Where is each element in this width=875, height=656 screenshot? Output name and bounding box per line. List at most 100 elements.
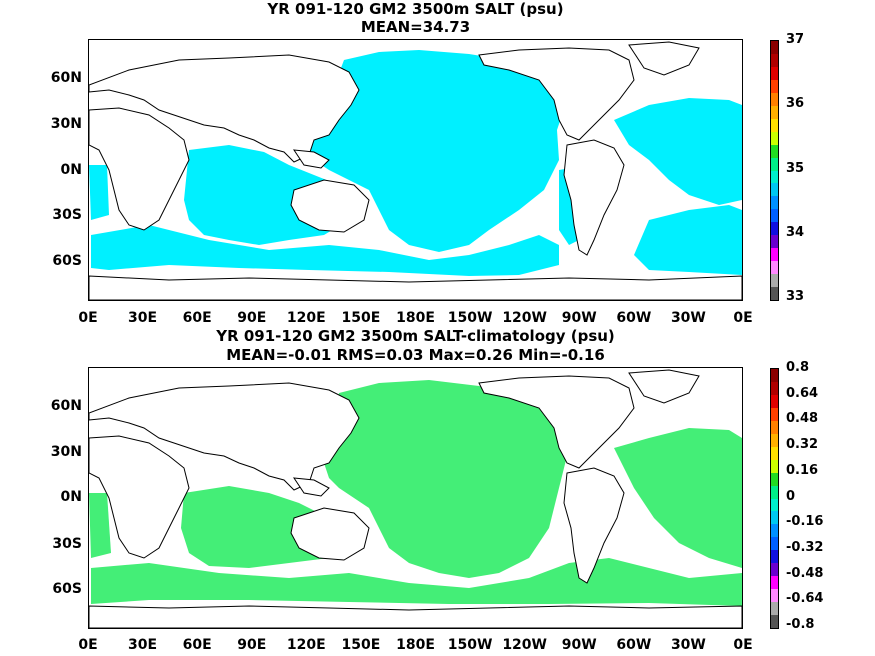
colorbar-segment xyxy=(771,420,778,435)
panel1-subtitle: MEAN=34.73 xyxy=(360,18,471,36)
colorbar-label: -0.8 xyxy=(786,617,815,632)
colorbar-label: 0.16 xyxy=(786,462,819,478)
colorbar-segment xyxy=(771,602,778,616)
panel2-continents xyxy=(89,369,742,628)
south-america-outline xyxy=(563,467,625,584)
colorbar-segment xyxy=(771,53,778,68)
southern-ocean-field xyxy=(91,225,559,276)
colorbar-segment xyxy=(771,170,778,184)
lon-label: 150E xyxy=(341,637,381,653)
panel1-lat-label: 0N xyxy=(60,162,82,178)
colorbar-segment xyxy=(771,615,778,629)
africa-outline xyxy=(89,435,190,559)
colorbar-label: -0.16 xyxy=(786,514,824,530)
lon-label: 90W xyxy=(561,310,597,326)
lon-label: 120W xyxy=(502,310,547,326)
colorbar-label: 0.8 xyxy=(786,360,810,375)
panel2-title: YR 091-120 GM2 3500m SALT-climatology (p… xyxy=(216,327,615,345)
panel2-colorbar xyxy=(770,368,779,629)
panel1-map xyxy=(88,39,743,301)
lon-label: 120E xyxy=(286,310,326,326)
colorbar-segment xyxy=(771,183,778,197)
lon-label: 0E xyxy=(733,637,753,653)
west-indian-anomaly-field xyxy=(89,493,111,558)
lon-label: 0E xyxy=(733,310,753,326)
colorbar-segment xyxy=(771,381,778,396)
colorbar-label: -0.48 xyxy=(786,565,824,581)
lon-label: 120E xyxy=(286,637,326,653)
panel1-lat-label: 30S xyxy=(52,207,82,223)
colorbar-segment xyxy=(771,394,778,409)
lon-label: 30W xyxy=(670,310,706,326)
colorbar-segment xyxy=(771,131,778,146)
lon-label: 0E xyxy=(78,310,98,326)
colorbar-segment xyxy=(771,459,778,474)
colorbar-segment xyxy=(771,576,778,590)
atlantic-field xyxy=(614,98,742,205)
colorbar-segment xyxy=(771,287,778,301)
lon-label: 90E xyxy=(237,310,267,326)
colorbar-label: 0 xyxy=(786,488,796,504)
lon-label: 150E xyxy=(341,310,381,326)
colorbar-segment xyxy=(771,196,778,210)
lon-label: 60E xyxy=(182,637,212,653)
atlantic-anomaly-field xyxy=(614,428,742,568)
panel1-lat-label: 60N xyxy=(50,70,82,86)
greenland-outline xyxy=(628,41,700,76)
colorbar-segment xyxy=(771,524,778,538)
panel1-lat-label: 30N xyxy=(50,116,82,132)
colorbar-segment xyxy=(771,472,778,487)
lon-label: 60E xyxy=(182,310,212,326)
panel2-lat-label: 0N xyxy=(60,489,82,505)
colorbar-segment xyxy=(771,511,778,525)
colorbar-segment xyxy=(771,118,778,133)
colorbar-label: 0.48 xyxy=(786,411,819,427)
colorbar-segment xyxy=(771,485,778,499)
colorbar-segment xyxy=(771,433,778,448)
lon-label: 120W xyxy=(502,637,547,653)
west-indian-field xyxy=(89,165,109,220)
pacific-anomaly-field xyxy=(324,380,569,578)
lon-label: 180E xyxy=(396,637,435,653)
south-america-outline xyxy=(563,139,625,256)
panel1-continents xyxy=(89,41,742,300)
colorbar-segment xyxy=(771,79,778,94)
colorbar-label: 35 xyxy=(786,160,805,176)
colorbar-label: -0.32 xyxy=(786,539,824,555)
panel1-title: YR 091-120 GM2 3500m SALT (psu) xyxy=(267,0,564,18)
australia-outline xyxy=(290,179,370,233)
lon-label: 60W xyxy=(616,637,652,653)
colorbar-label: 33 xyxy=(786,289,805,304)
panel2-lat-label: 60S xyxy=(52,581,82,597)
colorbar-segment xyxy=(771,446,778,461)
panel2-anomaly-field xyxy=(89,380,742,606)
panel1-lat-label: 60S xyxy=(52,253,82,269)
colorbar-segment xyxy=(771,144,778,159)
australia-outline xyxy=(290,507,370,561)
antarctica-outline xyxy=(89,275,742,300)
pacific-field xyxy=(294,50,567,252)
colorbar-label: 37 xyxy=(786,32,805,47)
colorbar-segment xyxy=(771,589,778,603)
southeast-atlantic-field xyxy=(634,205,742,275)
panel1-map-svg xyxy=(89,41,742,300)
maritime-continent-outline xyxy=(292,149,330,169)
panel2-lat-label: 60N xyxy=(50,398,82,414)
lon-label: 30W xyxy=(670,637,706,653)
colorbar-label: 36 xyxy=(786,96,805,112)
panel2-map-svg xyxy=(89,369,742,628)
north-america-outline xyxy=(478,375,635,469)
colorbar-segment xyxy=(771,369,778,383)
africa-outline xyxy=(89,107,190,231)
colorbar-segment xyxy=(771,537,778,551)
colorbar-segment xyxy=(771,105,778,120)
colorbar-segment xyxy=(771,157,778,171)
lon-label: 90E xyxy=(237,637,267,653)
panel2-lat-label: 30S xyxy=(52,536,82,552)
lon-label: 0E xyxy=(78,637,98,653)
lon-label: 30E xyxy=(128,310,158,326)
colorbar-segment xyxy=(771,498,778,512)
antarctica-outline xyxy=(89,605,742,628)
panel1-colorbar xyxy=(770,40,779,301)
panel2-map xyxy=(88,367,743,629)
